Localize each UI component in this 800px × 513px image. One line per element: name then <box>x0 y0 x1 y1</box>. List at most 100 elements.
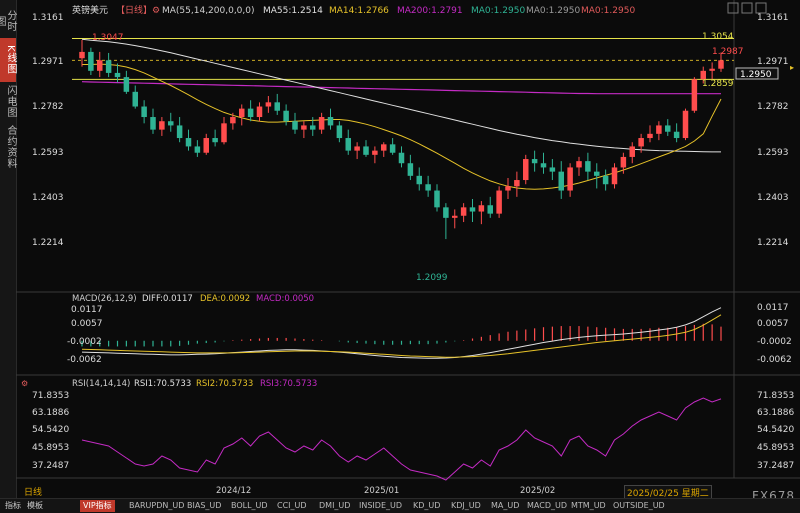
price-tick: 1.2214 <box>757 238 789 248</box>
rsi-tick-left: 71.8353 <box>32 391 69 401</box>
candle-body <box>620 156 627 168</box>
ma0-value-c: MA0:1.2950 <box>581 6 635 16</box>
candle-body <box>549 167 556 172</box>
candle-body <box>88 51 94 71</box>
x-axis-label: 2025/01 <box>364 486 399 496</box>
low-annotation: 1.2099 <box>416 273 448 283</box>
period-label: 【日线】 <box>116 4 152 16</box>
candle-body <box>416 175 423 185</box>
candle-body <box>540 163 547 168</box>
macd-dea: DEA:0.0092 <box>200 294 250 304</box>
candle-body <box>425 184 431 191</box>
rsi-2: RSI2:70.5733 <box>196 379 253 389</box>
candle-body <box>398 152 405 164</box>
settings-icon[interactable]: ⚙ <box>152 6 160 16</box>
rsi-tick: 54.5420 <box>757 425 794 435</box>
candle-body <box>700 70 707 80</box>
candle-body <box>256 106 263 118</box>
tab-contract-info[interactable]: 合约资料 <box>5 125 16 169</box>
candle-body <box>274 102 281 111</box>
minimize-icon[interactable] <box>727 2 739 14</box>
tab-ma[interactable]: MA_UD <box>491 501 520 510</box>
candle-body <box>159 121 165 130</box>
macd-tick-left: -0.0062 <box>67 355 102 365</box>
period-indicator[interactable]: 日线 <box>24 488 43 498</box>
macd-tick: -0.0002 <box>757 337 792 347</box>
tab-cci[interactable]: CCI_UD <box>277 501 307 510</box>
alert-icon[interactable]: ▸ <box>790 63 794 72</box>
chart-area[interactable]: 英镑美元 【日线】 ⚙ MA(55,14,200,0,0,0) MA55:1.2… <box>16 0 800 498</box>
candle-body <box>682 110 689 139</box>
candle-body <box>496 190 502 214</box>
maximize-icon[interactable] <box>741 2 753 14</box>
tab-macd[interactable]: MACD_UD <box>527 501 567 510</box>
indicator-settings-icon[interactable]: ⚙ <box>21 379 28 388</box>
macd-tick-left: -0.0002 <box>67 337 102 347</box>
candle-body <box>372 150 378 155</box>
tab-indicators[interactable]: 指标 <box>5 501 21 510</box>
rsi-line <box>81 397 722 481</box>
rsi-3: RSI3:70.5733 <box>260 379 317 389</box>
rsi-1: RSI1:70.5733 <box>134 379 191 389</box>
candle-body <box>647 133 653 139</box>
tab-kd[interactable]: KD_UD <box>413 501 441 510</box>
candle-body <box>389 144 396 153</box>
candle-body <box>283 110 289 122</box>
candle-body <box>247 108 254 118</box>
candle-body <box>709 68 715 71</box>
candle-body <box>443 207 449 218</box>
tab-boll[interactable]: BOLL_UD <box>231 501 268 510</box>
candle-body <box>212 138 218 143</box>
candle-body <box>487 205 494 214</box>
macd-tick: 0.0117 <box>757 303 789 313</box>
candle-body <box>336 125 343 139</box>
ma55-value: MA55:1.2514 <box>263 6 323 16</box>
close-icon[interactable] <box>755 2 767 14</box>
candle-body <box>673 131 680 139</box>
candle-body <box>301 125 307 130</box>
macd-tick: 0.0057 <box>757 319 789 329</box>
price-tick: 1.3161 <box>757 13 789 23</box>
macd-diff: DIFF:0.0117 <box>142 294 193 304</box>
candle-body <box>265 102 272 107</box>
tab-vip-indicators[interactable]: VIP指标 <box>80 500 115 512</box>
level-label: 1.2859 <box>702 79 734 89</box>
candle-body <box>221 123 227 143</box>
price-tick: 1.2403 <box>757 193 789 203</box>
candle-body <box>96 60 103 71</box>
tab-flash-chart[interactable]: 闪电图 <box>5 84 16 118</box>
tab-time-chart[interactable]: 分时图 <box>0 10 16 32</box>
candle-body <box>718 60 724 69</box>
candle-body <box>167 121 174 126</box>
candle-body <box>505 186 511 191</box>
x-axis-label: 2025/02 <box>520 486 555 496</box>
candle-body <box>150 117 156 130</box>
macd-label: MACD(26,12,9) <box>72 294 137 304</box>
candle-body <box>114 72 121 78</box>
tab-mtm[interactable]: MTM_UD <box>571 501 606 510</box>
candle-body <box>238 108 245 118</box>
tab-kline-chart[interactable]: K线图 <box>0 38 16 82</box>
tab-kdj[interactable]: KDJ_UD <box>451 501 481 510</box>
candle-body <box>593 171 600 176</box>
symbol-label: 英镑美元 <box>72 4 108 16</box>
candle-body <box>79 51 85 59</box>
candle-body <box>327 117 334 126</box>
tab-bias[interactable]: BIAS_UD <box>187 501 222 510</box>
current-price-box <box>735 67 779 80</box>
candle-body <box>434 190 440 208</box>
price-tick-left: 1.2782 <box>32 102 64 112</box>
tab-templates[interactable]: 模板 <box>27 501 43 510</box>
level-label: 1.3054 <box>702 32 734 42</box>
macd-dea-line <box>81 314 722 358</box>
tab-barupdn[interactable]: BARUPDN_UD <box>129 501 185 510</box>
tab-inside[interactable]: INSIDE_UD <box>359 501 403 510</box>
x-axis-label: 2024/12 <box>216 486 251 496</box>
price-tick-left: 1.2403 <box>32 193 64 203</box>
tab-outside[interactable]: OUTSIDE_UD <box>613 501 665 510</box>
price-tick: 1.2782 <box>757 102 789 112</box>
rsi-tick: 37.2487 <box>757 461 794 471</box>
price-axis: 1.3161 1.2971 1.2782 1.2593 1.2403 1.221… <box>757 13 789 248</box>
tab-dmi[interactable]: DMI_UD <box>319 501 351 510</box>
rsi-tick-left: 45.8953 <box>32 443 69 453</box>
